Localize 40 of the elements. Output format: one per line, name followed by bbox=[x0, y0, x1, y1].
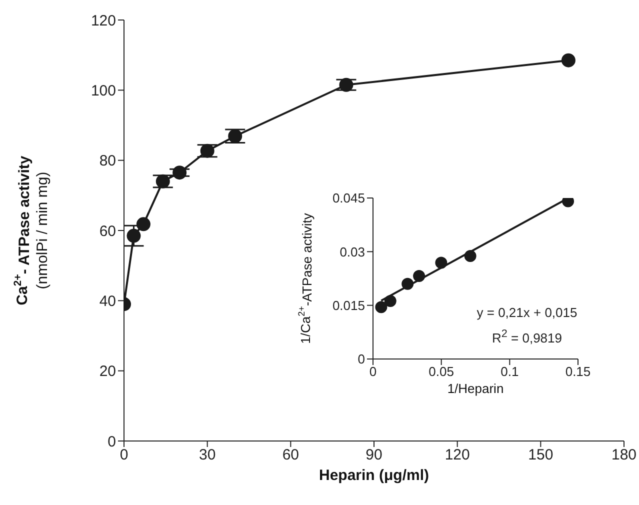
y-tick-label: 0.045 bbox=[332, 190, 365, 206]
y-tick-label: 0 bbox=[108, 433, 116, 450]
point bbox=[339, 78, 354, 92]
y-tick-label: 0.015 bbox=[332, 298, 365, 313]
x-axis-title: 1/Heparin bbox=[447, 381, 504, 396]
point bbox=[413, 270, 426, 282]
point bbox=[136, 217, 150, 232]
x-tick-label: 0 bbox=[369, 364, 377, 380]
annotation: y = 0,21x + 0,015 bbox=[476, 305, 578, 321]
point bbox=[228, 129, 242, 144]
y-tick-label: 0.03 bbox=[340, 244, 365, 260]
y-tick-label: 120 bbox=[90, 12, 116, 30]
x-tick-label: 0 bbox=[120, 446, 128, 464]
x-tick-label: 150 bbox=[528, 446, 554, 464]
x-tick-label: 0.1 bbox=[500, 364, 519, 380]
x-tick-label: 60 bbox=[282, 446, 300, 464]
y-tick-label: 0 bbox=[358, 352, 365, 367]
x-axis-title: Heparin (μg/ml) bbox=[318, 467, 430, 484]
point bbox=[435, 256, 448, 269]
x-tick-label: 0.05 bbox=[428, 364, 454, 380]
point bbox=[200, 144, 214, 158]
y-tick-label: 40 bbox=[99, 292, 116, 310]
y-tick-label: 20 bbox=[99, 363, 116, 380]
point bbox=[561, 53, 576, 68]
annotation: R$^{2}$ = 0,9819 bbox=[492, 327, 562, 346]
point bbox=[156, 174, 170, 188]
y-tick-label: 80 bbox=[99, 152, 116, 170]
point bbox=[375, 301, 388, 314]
x-tick-label: 90 bbox=[366, 446, 382, 464]
point bbox=[172, 166, 187, 180]
x-tick-label: 120 bbox=[444, 446, 470, 464]
x-tick-label: 0.15 bbox=[565, 364, 591, 380]
point bbox=[464, 250, 476, 262]
y-tick-label: 60 bbox=[99, 222, 116, 240]
point bbox=[402, 278, 414, 290]
x-tick-label: 30 bbox=[198, 446, 216, 464]
point bbox=[384, 295, 396, 308]
point bbox=[126, 228, 141, 243]
x-tick-label: 180 bbox=[611, 446, 637, 464]
y-tick-label: 100 bbox=[90, 82, 116, 100]
